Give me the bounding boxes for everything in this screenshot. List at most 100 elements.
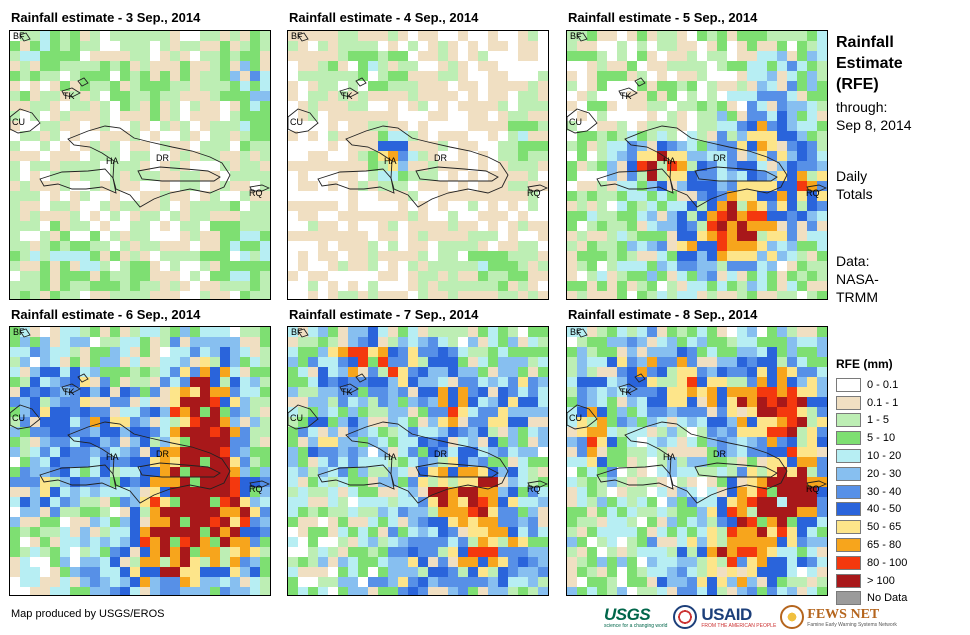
rainfall-cell — [30, 271, 40, 281]
rainfall-cell — [538, 487, 548, 497]
rainfall-cell — [817, 291, 827, 299]
rainfall-cell — [707, 337, 717, 347]
rainfall-cell — [747, 81, 757, 91]
rainfall-cell — [190, 337, 200, 347]
rainfall-cell — [777, 557, 787, 567]
rainfall-cell — [498, 271, 508, 281]
rainfall-cell — [757, 547, 767, 557]
rainfall-cell — [418, 271, 428, 281]
rainfall-cell — [587, 161, 597, 171]
rainfall-cell — [388, 507, 398, 517]
rainfall-cell — [250, 547, 260, 557]
rainfall-cell — [10, 141, 20, 151]
rainfall-cell — [398, 131, 408, 141]
rainfall-cell — [458, 61, 468, 71]
rainfall-cell — [10, 347, 20, 357]
rainfall-cell — [567, 211, 577, 221]
rainfall-cell — [687, 517, 697, 527]
rainfall-cell — [577, 201, 587, 211]
rainfall-cell — [498, 577, 508, 587]
rainfall-cell — [260, 231, 270, 241]
rainfall-cell — [538, 507, 548, 517]
rainfall-cell — [617, 51, 627, 61]
fewsnet-tagline: Famine Early Warning Systems Network — [807, 621, 897, 628]
rainfall-cell — [418, 577, 428, 587]
rainfall-cell — [180, 457, 190, 467]
rainfall-cell — [250, 141, 260, 151]
rainfall-cell — [180, 537, 190, 547]
rainfall-cell — [190, 587, 200, 595]
rainfall-cell — [498, 161, 508, 171]
credit-text: Map produced by USGS/EROS — [11, 608, 165, 620]
rainfall-cell — [657, 357, 667, 367]
rainfall-cell — [707, 467, 717, 477]
rainfall-cell — [727, 121, 737, 131]
rainfall-cell — [60, 387, 70, 397]
rainfall-cell — [240, 191, 250, 201]
rainfall-cell — [707, 31, 717, 41]
rainfall-cell — [288, 271, 298, 281]
rainfall-cell — [368, 51, 378, 61]
rainfall-cell — [528, 111, 538, 121]
rainfall-cell — [607, 291, 617, 299]
rainfall-cell — [707, 557, 717, 567]
rainfall-cell — [200, 457, 210, 467]
rainfall-cell — [617, 241, 627, 251]
rainfall-cell — [607, 61, 617, 71]
rainfall-cell — [150, 347, 160, 357]
rainfall-cell — [10, 291, 20, 299]
rainfall-cell — [160, 101, 170, 111]
rainfall-cell — [288, 377, 298, 387]
rainfall-cell — [797, 261, 807, 271]
rainfall-cell — [727, 447, 737, 457]
product-title: Rainfall Estimate (RFE) — [836, 32, 903, 95]
rainfall-cell — [627, 487, 637, 497]
rainfall-cell — [120, 437, 130, 447]
rainfall-cell — [697, 211, 707, 221]
rainfall-cell — [348, 191, 358, 201]
rainfall-cell — [508, 327, 518, 337]
rainfall-cell — [110, 487, 120, 497]
rainfall-cell — [797, 191, 807, 201]
rainfall-cell — [458, 101, 468, 111]
rainfall-cell — [577, 51, 587, 61]
rainfall-cell — [637, 101, 647, 111]
coastline-path — [288, 108, 319, 134]
rainfall-cell — [60, 91, 70, 101]
rainfall-cell — [200, 567, 210, 577]
rainfall-cell — [388, 171, 398, 181]
rainfall-cell — [398, 407, 408, 417]
rainfall-cell — [318, 557, 328, 567]
rainfall-cell — [518, 261, 528, 271]
coastline-path — [39, 168, 117, 194]
rainfall-cell — [338, 231, 348, 241]
rainfall-cell — [90, 577, 100, 587]
rainfall-cell — [50, 91, 60, 101]
rainfall-cell — [318, 437, 328, 447]
rainfall-cell — [518, 467, 528, 477]
rainfall-cell — [727, 357, 737, 367]
rainfall-cell — [478, 161, 488, 171]
rainfall-cell — [478, 251, 488, 261]
rainfall-cell — [388, 271, 398, 281]
rainfall-cell — [597, 111, 607, 121]
rainfall-cell — [418, 201, 428, 211]
rainfall-cell — [180, 211, 190, 221]
rainfall-cell — [90, 291, 100, 299]
rainfall-cell — [567, 41, 577, 51]
rainfall-cell — [130, 41, 140, 51]
rainfall-cell — [687, 151, 697, 161]
rainfall-cell — [707, 567, 717, 577]
rainfall-cell — [747, 241, 757, 251]
rainfall-cell — [30, 151, 40, 161]
rainfall-cell — [488, 251, 498, 261]
rainfall-cell — [727, 131, 737, 141]
rainfall-cell — [428, 327, 438, 337]
rainfall-cell — [707, 131, 717, 141]
rainfall-cell — [20, 201, 30, 211]
rainfall-cell — [687, 497, 697, 507]
rainfall-cell — [220, 417, 230, 427]
rainfall-cell — [20, 427, 30, 437]
rainfall-cell — [10, 261, 20, 271]
rainfall-cell — [767, 51, 777, 61]
